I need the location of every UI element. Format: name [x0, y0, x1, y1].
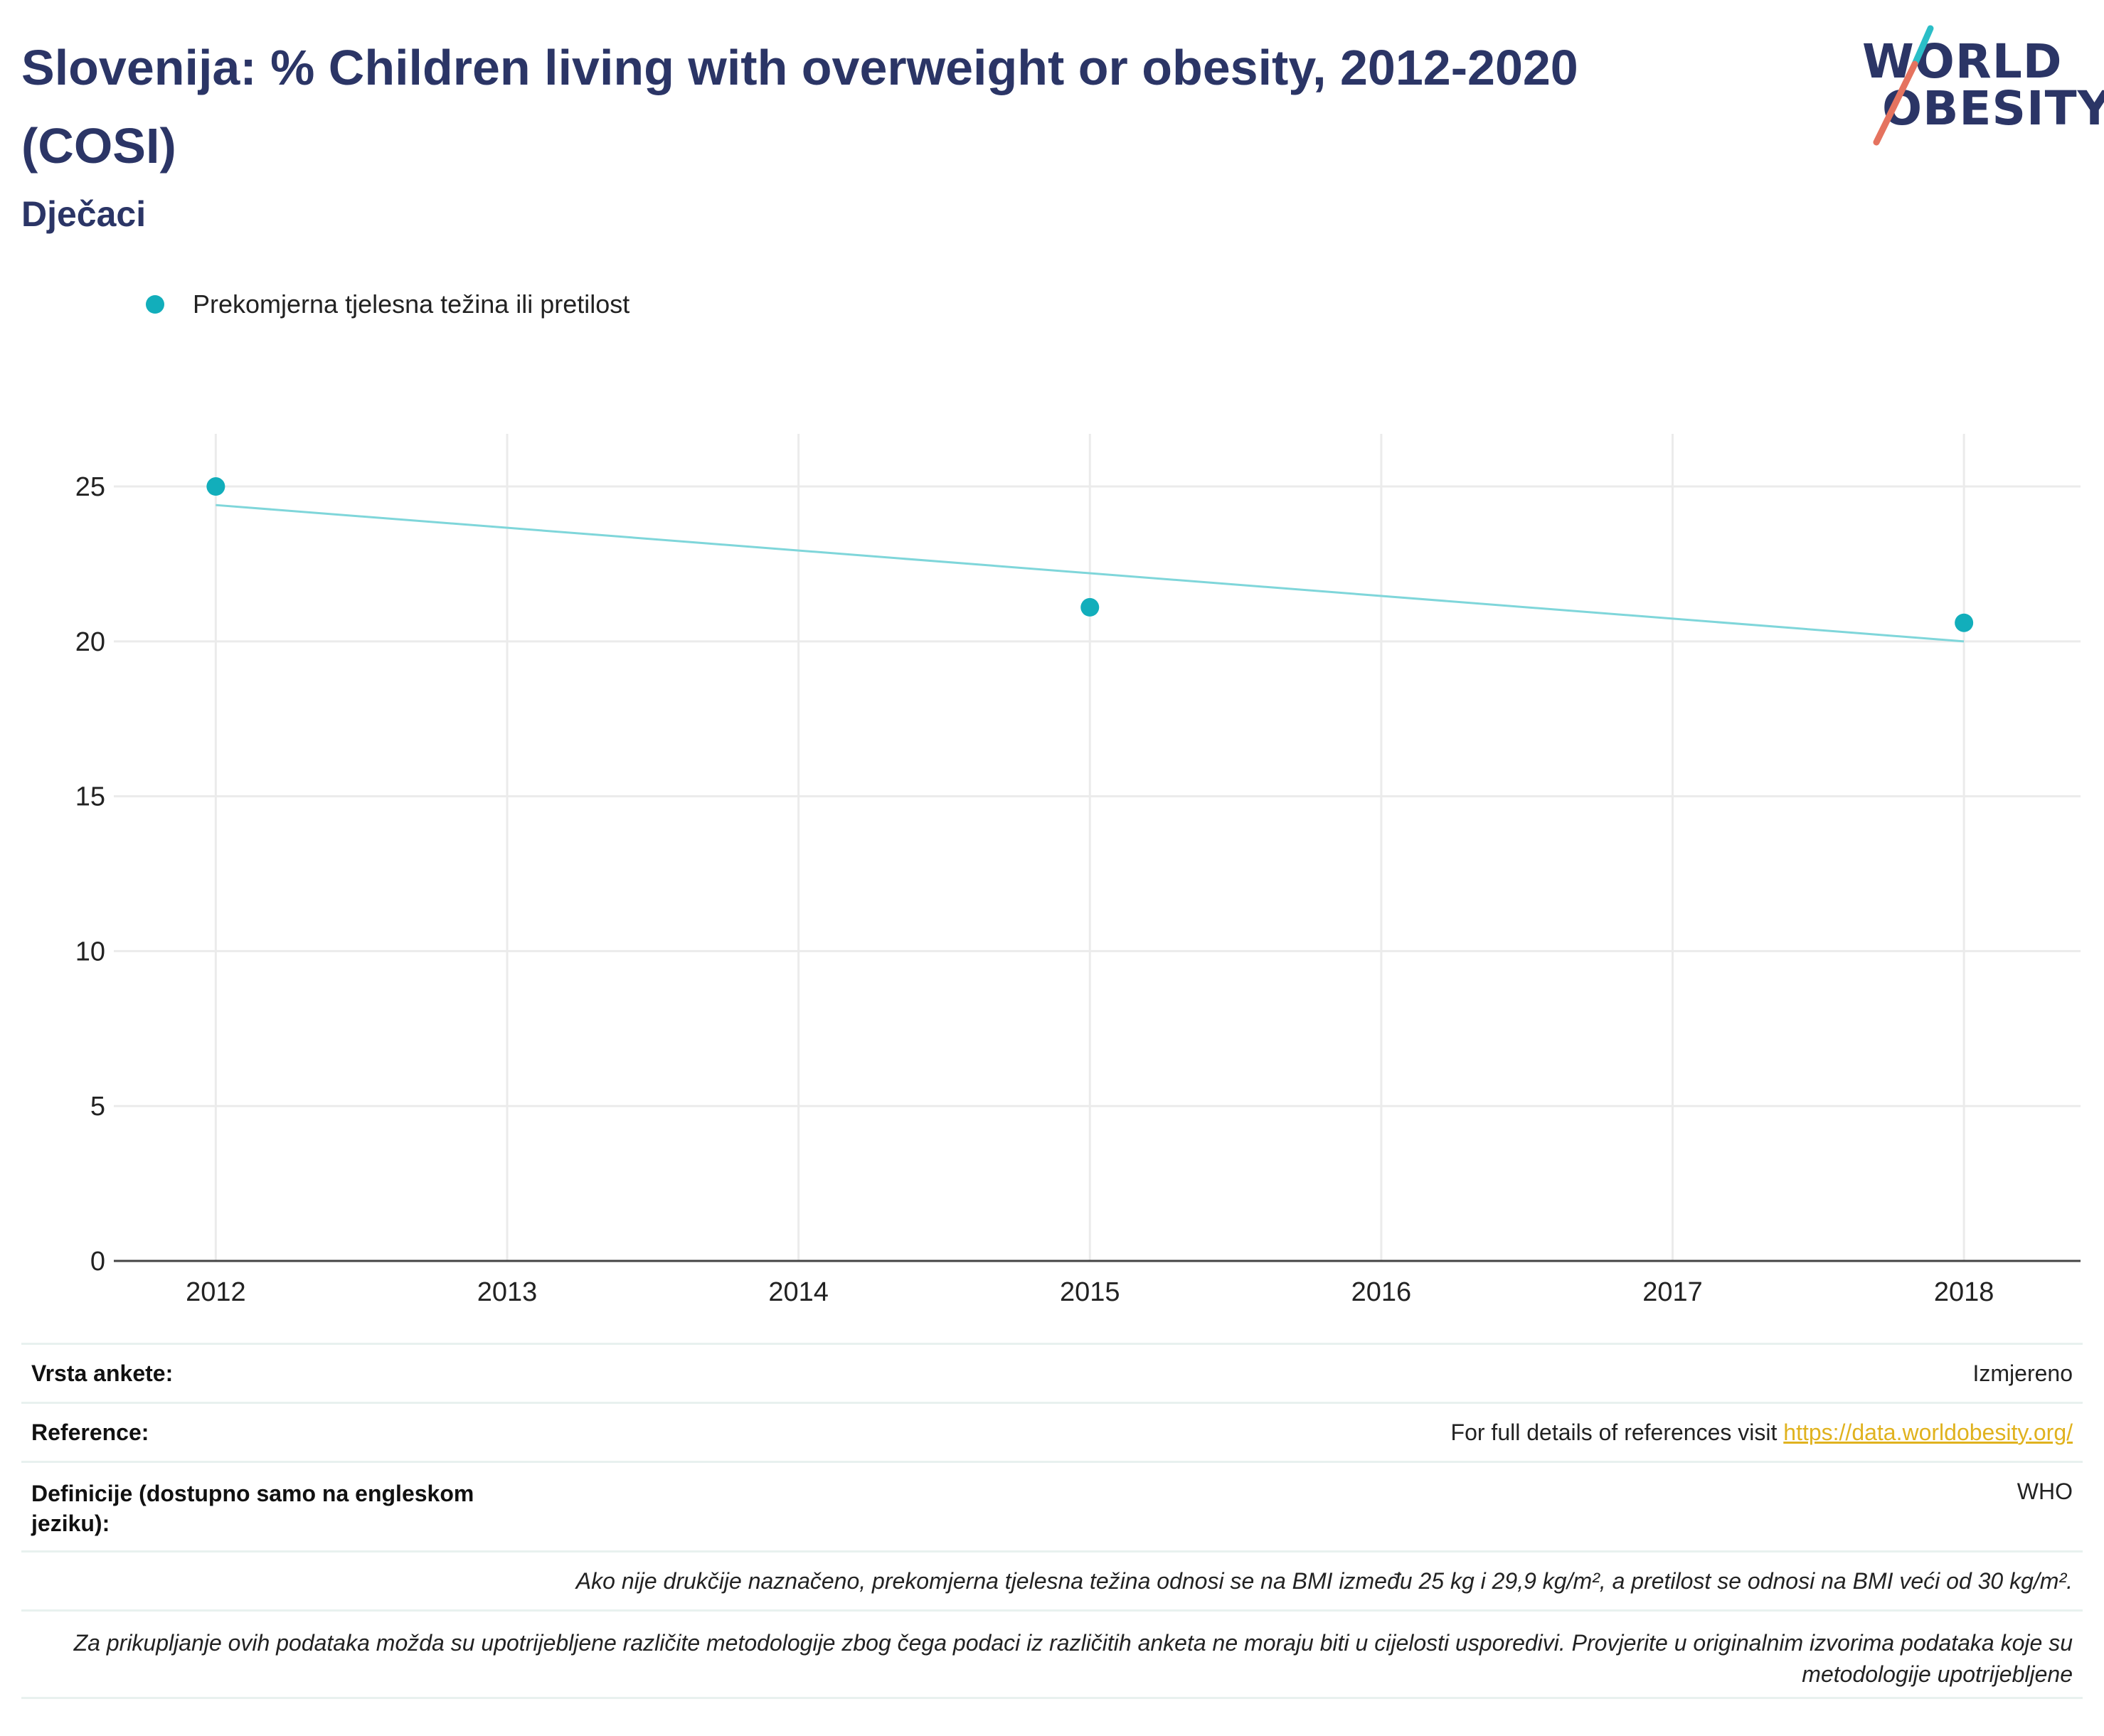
trend-line	[216, 504, 1965, 643]
info-table: Vrsta ankete: Izmjereno Reference: For f…	[21, 1343, 2083, 1699]
legend-marker	[146, 295, 164, 314]
bmi-definition-note: Ako nije drukčije naznačeno, prekomjerna…	[21, 1550, 2083, 1609]
methodology-note: Za prikupljanje ovih podataka možda su u…	[21, 1609, 2083, 1699]
definitions-label: Definicije (dostupno samo na engleskom j…	[31, 1481, 474, 1536]
world-obesity-logo: WORLD OBESITY	[1856, 21, 2104, 149]
x-tick-label: 2015	[1060, 1277, 1120, 1307]
y-tick-label: 15	[75, 782, 105, 812]
x-tick-label: 2012	[186, 1277, 246, 1307]
survey-type-value: Izmjereno	[1972, 1360, 2073, 1386]
y-tick-label: 0	[90, 1247, 105, 1277]
y-tick-label: 10	[75, 937, 105, 966]
x-tick-label: 2013	[477, 1277, 538, 1307]
logo-word-obesity: OBESITY	[1882, 81, 2104, 136]
legend-label: Prekomjerna tjelesna težina ili pretilos…	[193, 289, 630, 319]
logo-slash-icon	[1873, 25, 1934, 146]
references-value: For full details of references visit htt…	[1451, 1420, 2073, 1446]
info-row-definitions: Definicije (dostupno samo na engleskom j…	[21, 1461, 2083, 1550]
y-tick-label: 25	[75, 472, 105, 502]
x-tick-label: 2018	[1934, 1277, 1994, 1307]
survey-type-label: Vrsta ankete:	[31, 1360, 174, 1386]
chart-legend[interactable]: Prekomjerna tjelesna težina ili pretilos…	[146, 284, 629, 324]
y-tick-label: 5	[90, 1092, 105, 1122]
chart-title: Slovenija: % Children living with overwe…	[21, 40, 1578, 174]
data-point	[206, 477, 225, 496]
info-row-survey-type: Vrsta ankete: Izmjereno	[21, 1343, 2083, 1402]
logo-word-world: WORLD	[1862, 34, 2063, 89]
references-text: For full details of references visit	[1450, 1419, 1784, 1445]
data-point	[1955, 613, 1974, 632]
chart-subtitle: Dječaci	[21, 194, 147, 234]
definitions-value: WHO	[2017, 1479, 2073, 1504]
references-label: Reference:	[31, 1419, 149, 1445]
chart-plot[interactable]: 0 5 10 15 20 25 2012 2013 2014 2015 2016 2017 2018	[0, 0, 2104, 1337]
x-tick-label: 2014	[768, 1277, 829, 1307]
info-row-references: Reference: For full details of reference…	[21, 1402, 2083, 1461]
x-tick-label: 2017	[1642, 1277, 1703, 1307]
data-point	[1080, 597, 1100, 617]
references-link[interactable]: https://data.worldobesity.org/	[1783, 1419, 2073, 1445]
y-tick-label: 20	[75, 627, 105, 657]
x-tick-label: 2016	[1351, 1277, 1412, 1307]
